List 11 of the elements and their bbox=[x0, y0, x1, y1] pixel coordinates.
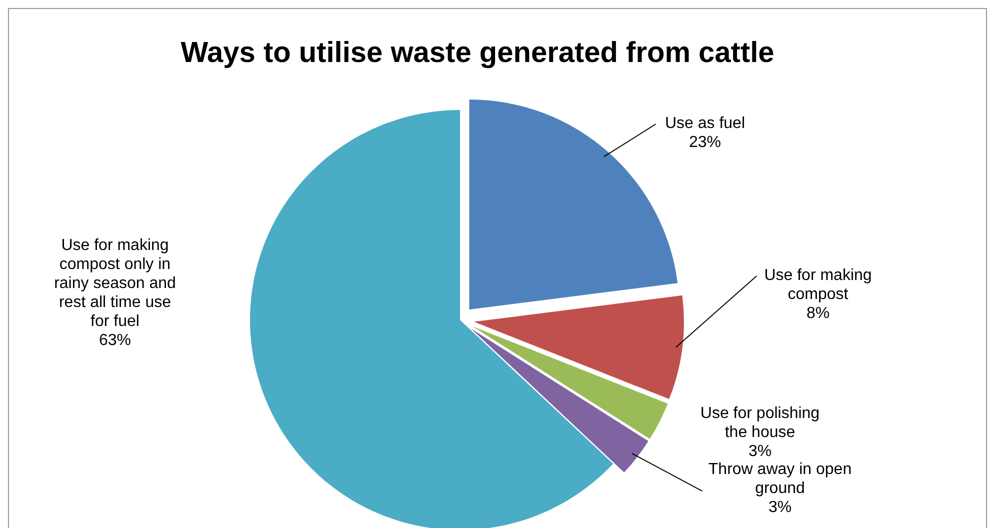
data-label: 63% bbox=[98, 332, 132, 349]
slice-label: Throw away in open ground bbox=[708, 461, 852, 497]
slice-label: Use as fuel bbox=[664, 115, 746, 132]
data-label: 23% bbox=[688, 134, 722, 151]
slice-label: Use for making compost only in rainy season and rest all time use for fuel bbox=[54, 237, 176, 330]
chart-title: Ways to utilise waste generated from cattle bbox=[180, 37, 774, 69]
data-label: 3% bbox=[768, 499, 792, 516]
slice-label: Use for polishing the house bbox=[700, 405, 820, 441]
slice-label: Use for making compost bbox=[764, 267, 872, 303]
data-label: 3% bbox=[748, 443, 772, 460]
data-label: 8% bbox=[806, 305, 830, 322]
